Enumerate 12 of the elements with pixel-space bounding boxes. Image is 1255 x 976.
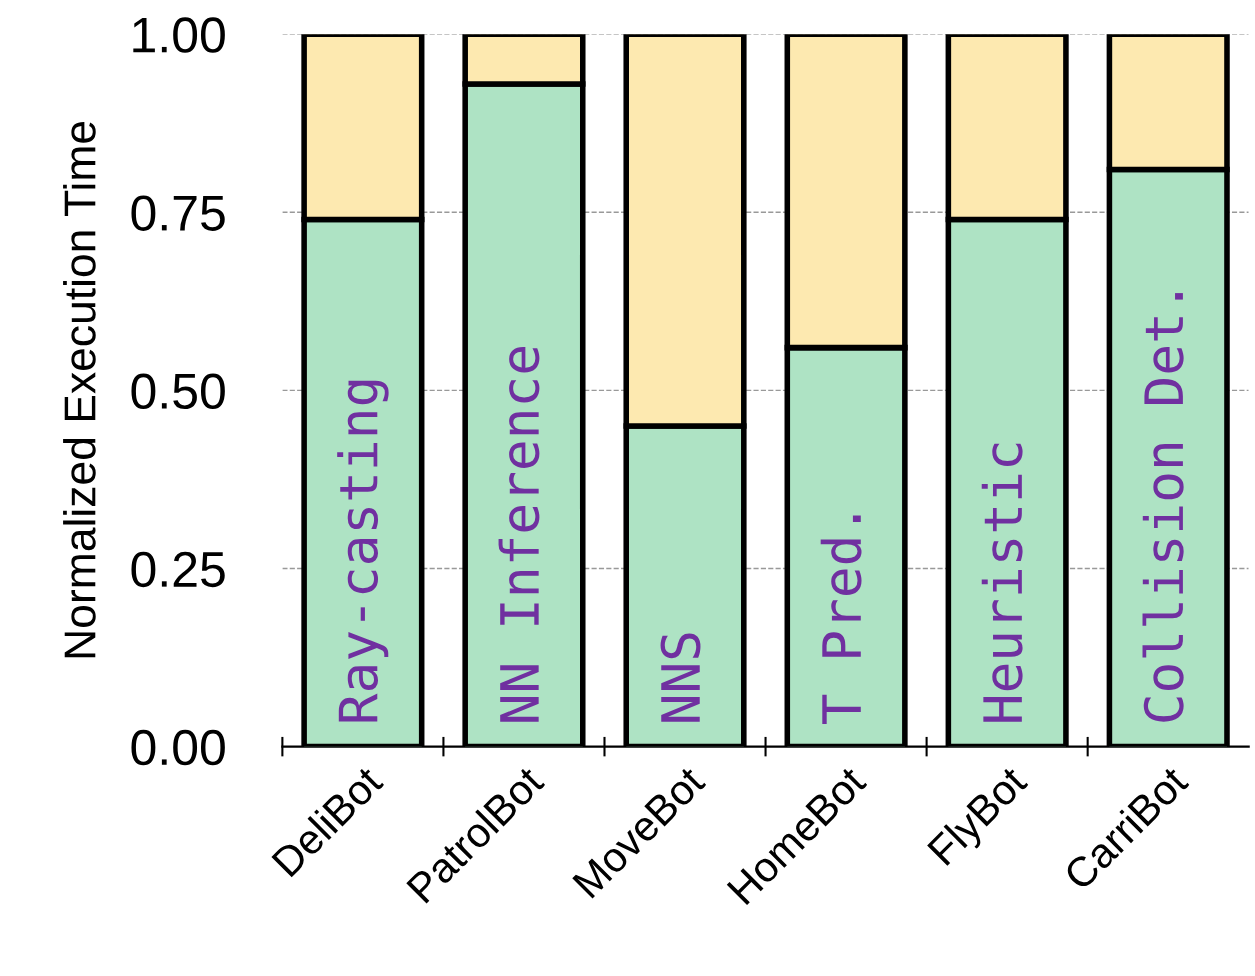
annotation: NNS (660, 633, 701, 722)
y-tick-label: 0.00 (131, 729, 225, 766)
y-tick-label: 1.00 (133, 17, 225, 53)
annotation: T Pred. (820, 515, 862, 725)
annotation: NN Inference (498, 347, 540, 722)
annotation: Collision Det. (1142, 293, 1184, 722)
y-tick-label: 0.25 (131, 551, 225, 588)
y-axis-title: Normalized Execution Time (63, 121, 96, 658)
y-tick-label: 0.50 (131, 373, 225, 410)
annotation: Ray-casting (337, 380, 389, 722)
annotation: Heuristic (981, 443, 1023, 722)
y-tick-label: 0.75 (131, 195, 225, 231)
